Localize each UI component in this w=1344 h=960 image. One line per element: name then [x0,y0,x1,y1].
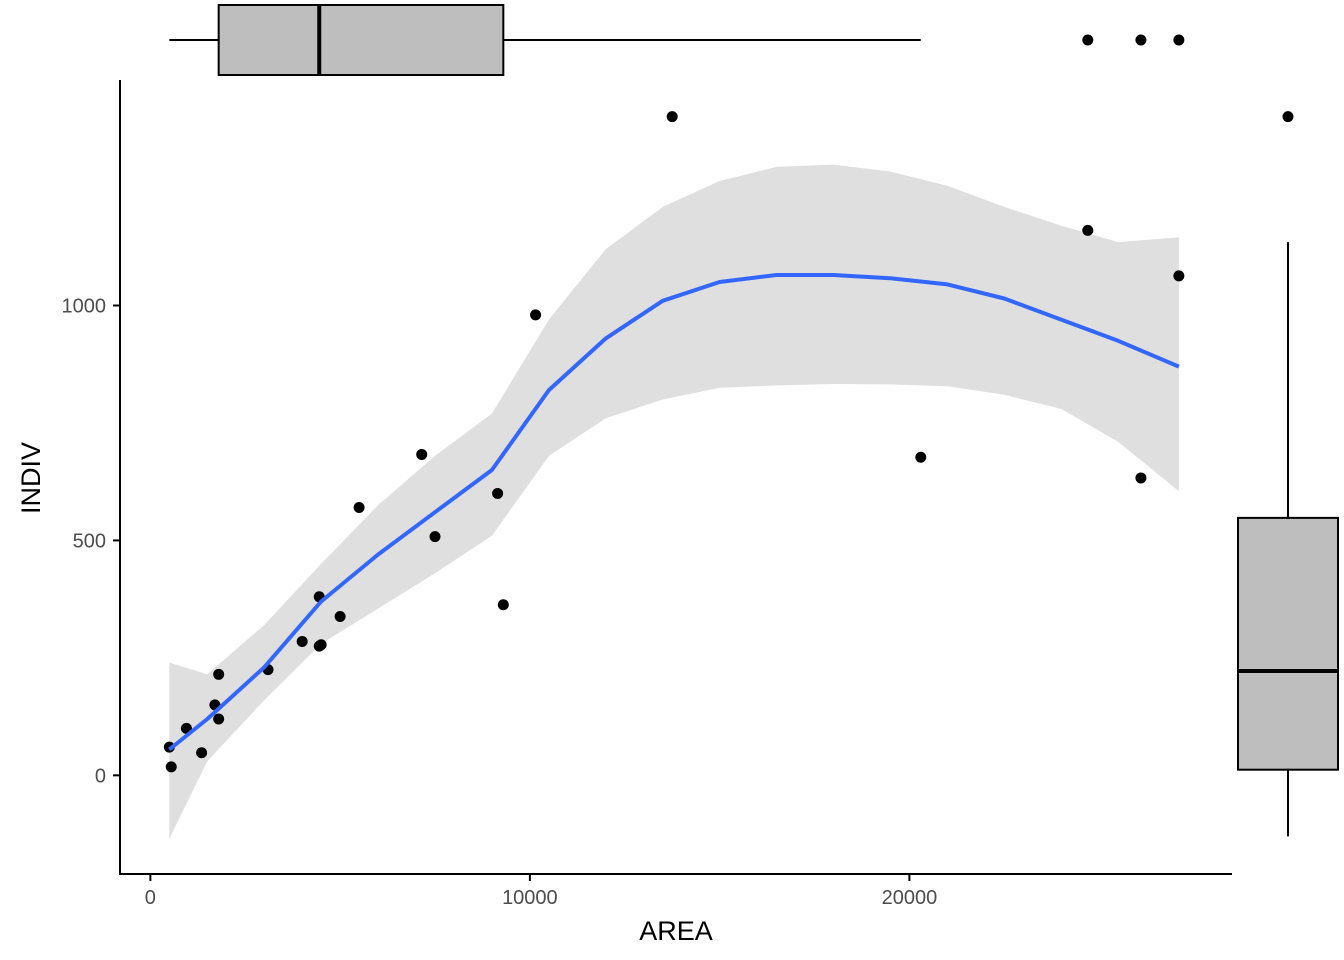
data-point [492,487,504,499]
data-point [296,635,308,647]
box-outlier [1135,34,1147,46]
confidence-ribbon [169,164,1179,839]
x-axis-title: AREA [639,916,713,946]
data-point [213,668,225,680]
y-axis-title: INDIV [16,442,46,514]
data-point [416,448,428,460]
axes: 0 10000 20000 0 500 1000 [62,80,1232,909]
box-outlier [1282,111,1294,123]
box-outlier [1173,34,1185,46]
y-ticks: 0 500 1000 [62,296,120,787]
data-point [213,713,225,725]
marginal-x-boxplot [169,4,1185,76]
data-point [334,611,346,623]
data-point [353,502,365,514]
data-point [429,531,441,543]
y-tick-label: 0 [95,765,106,787]
marginal-y-boxplot [1237,111,1339,837]
box-outlier [1082,34,1094,46]
x-tick-label: 0 [145,887,156,909]
x-ticks: 0 10000 20000 [145,874,937,909]
data-point [315,639,327,651]
data-point [165,761,177,773]
x-tick-label: 20000 [882,887,938,909]
box-iqr [1237,516,1339,771]
data-points [163,111,1185,773]
y-tick-label: 1000 [62,296,107,318]
data-point [196,747,208,759]
plot-panel [163,111,1185,839]
data-point [666,111,678,123]
data-point [915,451,927,463]
data-point [497,599,509,611]
data-point [1135,472,1147,484]
box-iqr [217,4,505,76]
data-point [1173,270,1185,282]
y-tick-label: 500 [73,530,106,552]
x-tick-label: 10000 [502,887,558,909]
data-point [1082,224,1094,236]
data-point [530,309,542,321]
smooth-line [168,273,1180,752]
